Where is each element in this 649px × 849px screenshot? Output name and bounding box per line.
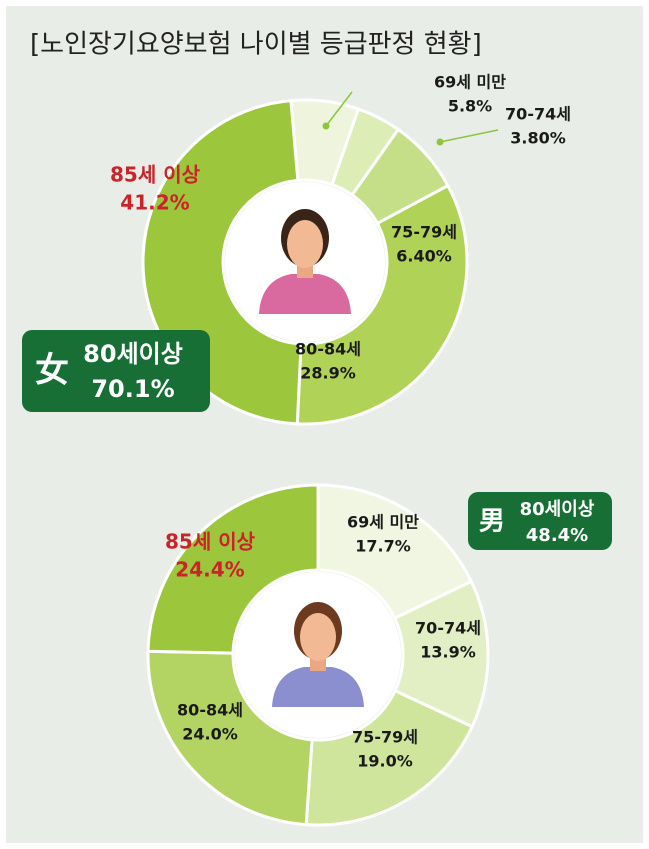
donut-slice <box>304 688 475 827</box>
person-body <box>272 667 364 707</box>
leader-line <box>439 129 499 143</box>
slice-value: 28.9% <box>300 364 356 383</box>
slice-value: 17.7% <box>355 537 411 556</box>
slice-category: 85세 이상 <box>110 163 201 187</box>
person-body <box>259 274 351 314</box>
slice-value: 3.80% <box>510 129 566 148</box>
slice-category: 70-74세 <box>415 619 481 638</box>
badge-value: 70.1% <box>91 375 174 403</box>
slice-value: 6.40% <box>396 247 452 266</box>
slice-value: 19.0% <box>357 752 413 771</box>
badge-symbol: 男 <box>479 507 505 537</box>
donut-slice <box>316 483 474 621</box>
slice-category: 75-79세 <box>352 728 418 747</box>
slice-value: 24.0% <box>182 725 238 744</box>
slice-value: 5.8% <box>448 97 492 116</box>
leader-line <box>325 91 353 127</box>
donut-slice <box>295 183 469 426</box>
person-icon <box>272 602 364 707</box>
badge-symbol: 女 <box>35 351 69 391</box>
badge <box>22 330 210 412</box>
slice-category: 69세 미만 <box>347 513 419 532</box>
leader-dot <box>322 122 330 130</box>
person-face <box>300 613 336 661</box>
donut-slice <box>146 649 314 827</box>
slice-category: 85세 이상 <box>165 530 256 554</box>
slice-category: 70-74세 <box>505 105 571 124</box>
badge-label: 80세이상 <box>520 499 595 520</box>
leader-dot <box>436 138 444 146</box>
slice-category: 69세 미만 <box>434 73 506 92</box>
title: [노인장기요양보험 나이별 등급판정 현황] <box>30 30 482 60</box>
slice-category: 80-84세 <box>295 340 361 359</box>
slice-value: 41.2% <box>120 191 189 215</box>
slice-category: 75-79세 <box>391 223 457 242</box>
badge-label: 80세이상 <box>83 340 183 368</box>
badge-value: 48.4% <box>526 525 588 546</box>
slice-value: 24.4% <box>175 558 244 582</box>
slice-value: 13.9% <box>420 643 476 662</box>
person-icon <box>259 209 351 314</box>
slice-category: 80-84세 <box>177 701 243 720</box>
badge <box>468 492 612 550</box>
donut-slice <box>146 483 320 655</box>
person-face <box>287 220 323 268</box>
